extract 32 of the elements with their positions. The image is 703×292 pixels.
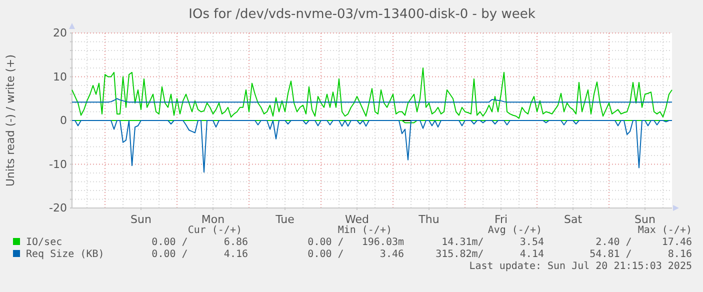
legend-label: Req Size (KB) — [26, 249, 104, 260]
text: 0.00 / 6.86 — [152, 237, 248, 248]
x-tick-label: Thu — [418, 212, 440, 226]
text: Min (-/+) — [338, 225, 392, 236]
text: Last update: Sun Jul 20 21:15:03 2025 — [469, 261, 692, 272]
text: 54.81 / 8.16 — [590, 249, 692, 260]
y-tick-label: 10 — [53, 70, 67, 84]
y-tick-label: 20 — [53, 26, 67, 40]
text: 0.00 / 3.46 — [308, 249, 404, 260]
y-tick-label: -20 — [49, 202, 67, 215]
x-tick-label: Fri — [494, 212, 508, 226]
y-tick-label: 0 — [60, 114, 67, 128]
x-tick-label: Mon — [201, 212, 225, 226]
y-tick-label: -10 — [49, 158, 67, 171]
line-series — [72, 120, 672, 173]
legend-label: IO/sec — [26, 237, 62, 248]
text: Avg (-/+) — [488, 225, 542, 236]
line-series — [72, 68, 672, 119]
x-tick-label: Tue — [274, 212, 295, 226]
x-tick-label: Wed — [345, 212, 369, 226]
text: 315.82m/ 4.14 — [436, 249, 544, 260]
text: Cur (-/+) — [188, 225, 242, 236]
text: 14.31m/ 3.54 — [442, 237, 544, 248]
text: 0.00 / 4.16 — [152, 249, 248, 260]
text: 2.40 / 17.46 — [596, 237, 692, 248]
x-tick-label: Sun — [130, 212, 152, 226]
text: Max (-/+) — [638, 225, 692, 236]
chart-title: IOs for /dev/vds-nvme-03/vm-13400-disk-0 - by week — [188, 7, 536, 22]
y-axis-title: Units read (-) / write (+) — [4, 54, 17, 187]
text: 0.00 / 196.03m — [308, 237, 404, 248]
x-tick-label: Sun — [634, 212, 656, 226]
x-tick-label: Sat — [564, 212, 583, 226]
